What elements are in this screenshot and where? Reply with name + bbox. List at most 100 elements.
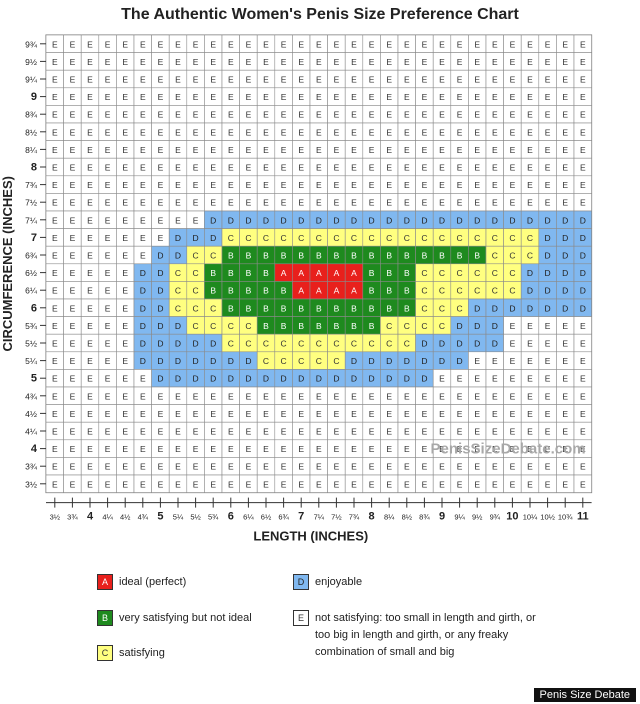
cell-label: E (334, 57, 340, 67)
cell-label: E (404, 163, 410, 173)
cell-label: E (545, 427, 551, 437)
cell-label: D (175, 374, 181, 384)
cell-label: E (527, 39, 533, 49)
cell-label: E (386, 427, 392, 437)
cell-label: E (580, 444, 586, 454)
cell-label: B (334, 321, 340, 331)
y-tick-label: 5½ (25, 339, 37, 349)
cell-label: E (510, 356, 516, 366)
cell-label: E (70, 233, 76, 243)
cell-label: D (492, 339, 498, 349)
cell-label: E (298, 427, 304, 437)
cell-label: E (228, 127, 234, 137)
x-tick-label: 9 (439, 511, 445, 523)
cell-label: D (439, 356, 445, 366)
cell-label: D (562, 303, 568, 313)
cell-label: E (193, 57, 199, 67)
cell-label: E (422, 198, 428, 208)
cell-label: D (175, 339, 181, 349)
cell-label: E (316, 391, 322, 401)
cell-label: E (70, 180, 76, 190)
cell-label: E (105, 479, 111, 489)
cell-label: E (527, 145, 533, 155)
x-axis-title: LENGTH (INCHES) (253, 529, 368, 544)
cell-label: E (175, 163, 181, 173)
cell-label: E (140, 391, 146, 401)
cell-label: B (404, 268, 410, 278)
cell-label: E (158, 110, 164, 120)
cell-label: C (492, 268, 498, 278)
cell-label: E (105, 198, 111, 208)
cell-label: E (175, 127, 181, 137)
cell-label: D (545, 303, 551, 313)
cell-label: D (580, 251, 586, 261)
cell-label: E (158, 409, 164, 419)
cell-label: D (175, 233, 181, 243)
cell-label: E (562, 92, 568, 102)
cell-label: D (457, 321, 463, 331)
cell-label: E (369, 391, 375, 401)
cell-label: C (351, 233, 357, 243)
cell-label: C (509, 286, 515, 296)
cell-label: E (527, 92, 533, 102)
y-tick-label: 7 (31, 232, 37, 244)
cell-label: E (492, 75, 498, 85)
cell-label: E (122, 427, 128, 437)
cell-label: E (562, 462, 568, 472)
cell-label: E (562, 391, 568, 401)
cell-label: B (386, 251, 392, 261)
cell-label: E (492, 479, 498, 489)
cell-label: E (87, 462, 93, 472)
cell-label: E (334, 479, 340, 489)
cell-label: E (545, 57, 551, 67)
cell-label: E (228, 180, 234, 190)
cell-label: E (281, 145, 287, 155)
y-tick-label: 4 (31, 443, 38, 455)
cell-label: E (457, 163, 463, 173)
cell-label: B (210, 268, 216, 278)
cell-label: E (87, 110, 93, 120)
cell-label: D (421, 215, 427, 225)
preference-chart: E E E E E E E E E E E E E E E E E E E E E E E E E E E E E E E E E E E E E E E E… (0, 34, 593, 544)
cell-label: D (369, 374, 375, 384)
cell-label: C (263, 233, 269, 243)
cell-label: E (298, 127, 304, 137)
cell-label: D (386, 374, 392, 384)
cell-label: E (52, 198, 58, 208)
cell-label: E (210, 479, 216, 489)
cell-label: E (281, 57, 287, 67)
cell-label: E (246, 39, 252, 49)
cell-label: E (562, 57, 568, 67)
cell-label: E (474, 57, 480, 67)
cell-label: D (140, 268, 146, 278)
cell-label: E (87, 391, 93, 401)
cell-label: A (298, 268, 304, 278)
cell-label: C (509, 268, 515, 278)
cell-label: B (351, 251, 357, 261)
cell-label: E (351, 479, 357, 489)
cell-label: E (52, 356, 58, 366)
cell-label: D (333, 374, 339, 384)
cell-label: E (263, 180, 269, 190)
cell-label: E (298, 39, 304, 49)
x-tick-label: 7½ (331, 513, 342, 522)
cell-label: E (545, 39, 551, 49)
cell-label: D (404, 215, 410, 225)
cell-label: E (386, 391, 392, 401)
cell-label: B (263, 321, 269, 331)
cell-label: E (122, 409, 128, 419)
cell-label: D (245, 374, 251, 384)
cell-label: B (228, 268, 234, 278)
cell-label: E (228, 462, 234, 472)
y-tick-label: 9½ (25, 57, 37, 67)
cell-label: E (316, 145, 322, 155)
cell-label: E (474, 462, 480, 472)
cell-label: E (422, 110, 428, 120)
cell-label: D (245, 356, 251, 366)
cell-label: E (105, 462, 111, 472)
cell-label: E (439, 57, 445, 67)
cell-label: E (87, 180, 93, 190)
cell-label: E (422, 180, 428, 190)
cell-label: E (351, 145, 357, 155)
cell-label: C (439, 268, 445, 278)
